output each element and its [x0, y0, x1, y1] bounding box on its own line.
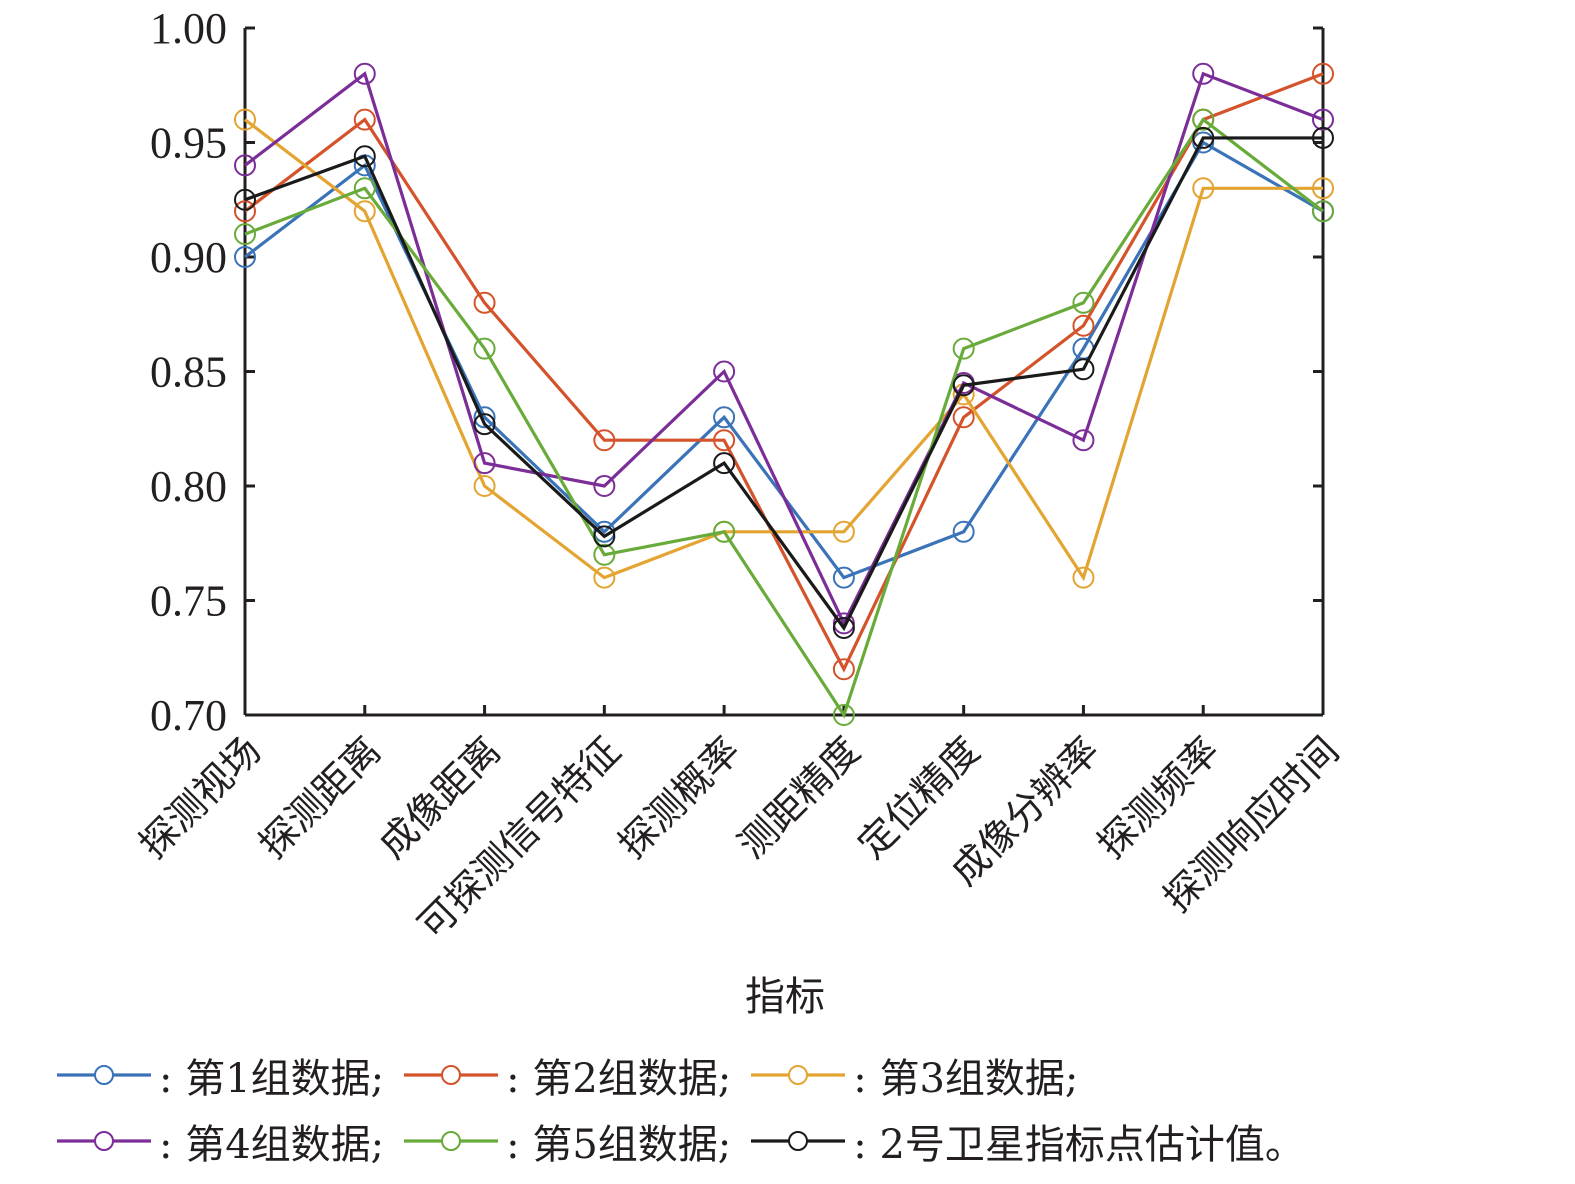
legend-line-circle-icon	[404, 1131, 499, 1151]
x-axis-title: 指标	[745, 974, 825, 1020]
data-point	[713, 520, 736, 543]
data-point	[832, 566, 855, 589]
x-tick-label: 可探测信号特征	[409, 728, 628, 947]
line-chart: 0.70 0.75 0.80 0.85 0.90 0.95 1.00 探测视场探测距离成像距…	[131, 4, 1348, 1020]
legend-item: : 2号卫星指标点估计值。	[749, 1112, 1305, 1170]
data-point	[353, 200, 376, 223]
series-line	[244, 71, 1324, 628]
data-point	[234, 200, 256, 223]
data-point	[832, 520, 855, 543]
y-tick-label: 0.70	[150, 691, 227, 740]
legend: : 第1组数据; : 第2组数据; : 第3组数据; : 第4组数据; : 第5组数据;…	[55, 1042, 1555, 1174]
y-axis-ticks: 0.70 0.75 0.80 0.85 0.90 0.95 1.00	[150, 4, 1323, 740]
series-layer	[234, 62, 1334, 726]
data-point	[1192, 62, 1215, 85]
data-point	[593, 525, 616, 548]
data-point	[234, 188, 256, 211]
data-point	[713, 360, 736, 383]
legend-item: : 第2组数据;	[402, 1046, 731, 1104]
data-point	[713, 429, 736, 452]
data-point	[353, 145, 376, 168]
data-point	[1192, 177, 1215, 200]
legend-label: : 第5组数据;	[506, 1122, 732, 1168]
data-point	[1312, 177, 1334, 200]
data-point	[593, 475, 616, 497]
x-tick-label: 探测距离	[251, 728, 390, 867]
data-point	[1312, 126, 1334, 149]
legend-row: : 第1组数据; : 第2组数据; : 第3组数据;	[55, 1042, 1555, 1108]
legend-row: : 第4组数据; : 第5组数据; : 2号卫星指标点估计值。	[55, 1108, 1555, 1174]
data-point	[473, 337, 496, 360]
data-point	[1192, 126, 1215, 149]
legend-line-circle-icon	[751, 1131, 846, 1151]
data-point	[473, 413, 496, 436]
series-1	[234, 131, 1334, 589]
legend-label: : 第3组数据;	[853, 1056, 1079, 1102]
data-point	[593, 543, 616, 566]
legend-item: : 第5组数据;	[402, 1112, 731, 1170]
series-line	[244, 117, 1324, 719]
data-point	[353, 177, 376, 200]
legend-line-circle-icon	[57, 1131, 151, 1151]
data-point	[353, 62, 376, 85]
y-tick-label: 0.90	[150, 233, 227, 282]
data-point	[713, 452, 736, 475]
x-tick-label: 探测概率	[610, 728, 749, 867]
series-6	[234, 126, 1334, 639]
legend-label: : 2号卫星指标点估计值。	[853, 1122, 1305, 1168]
legend-label: : 第4组数据;	[159, 1122, 385, 1168]
data-point	[473, 452, 496, 475]
data-point	[952, 520, 975, 543]
data-point	[234, 154, 256, 177]
y-tick-label: 0.95	[150, 119, 227, 168]
data-point	[952, 337, 975, 360]
y-tick-label: 1.00	[150, 4, 227, 53]
data-point	[713, 406, 736, 429]
data-point	[1072, 566, 1095, 589]
data-point	[1312, 200, 1334, 223]
data-point	[473, 406, 496, 429]
data-point	[473, 291, 496, 314]
data-point	[234, 223, 256, 246]
data-point	[832, 616, 855, 639]
series-line	[244, 136, 1323, 632]
data-point	[952, 374, 975, 397]
data-point	[353, 108, 376, 131]
y-tick-label: 0.85	[150, 348, 227, 397]
x-tick-label: 测距精度	[730, 728, 869, 867]
axes	[243, 28, 1325, 717]
data-point	[952, 406, 975, 429]
data-point	[593, 566, 616, 589]
data-point	[593, 429, 616, 452]
legend-item: : 第3组数据;	[749, 1046, 1078, 1104]
data-point	[1312, 108, 1334, 131]
data-point	[1072, 358, 1095, 381]
legend-label: : 第1组数据;	[159, 1056, 385, 1102]
data-point	[234, 108, 256, 131]
y-tick-label: 0.80	[150, 462, 227, 511]
series-5	[234, 108, 1334, 726]
legend-line-circle-icon	[404, 1065, 499, 1085]
data-point	[1072, 314, 1095, 337]
legend-item: : 第1组数据;	[55, 1046, 384, 1104]
legend-line-circle-icon	[751, 1065, 846, 1085]
data-point	[832, 704, 855, 726]
data-point	[1192, 108, 1215, 131]
x-axis-ticks: 探测视场探测距离成像距离可探测信号特征探测概率测距精度定位精度成像分辨率探测频率…	[131, 705, 1347, 947]
data-point	[473, 475, 496, 497]
series-2	[234, 62, 1334, 681]
x-tick-label: 探测视场	[131, 728, 270, 867]
data-point	[832, 658, 855, 681]
series-line	[244, 72, 1324, 673]
series-line	[244, 118, 1323, 582]
legend-item: : 第4组数据;	[55, 1112, 384, 1170]
data-point	[1072, 429, 1095, 452]
data-point	[234, 246, 256, 268]
legend-label: : 第2组数据;	[506, 1056, 732, 1102]
legend-line-circle-icon	[57, 1065, 151, 1085]
data-point	[1072, 291, 1095, 314]
y-tick-label: 0.75	[150, 577, 227, 626]
data-point	[1312, 62, 1334, 85]
